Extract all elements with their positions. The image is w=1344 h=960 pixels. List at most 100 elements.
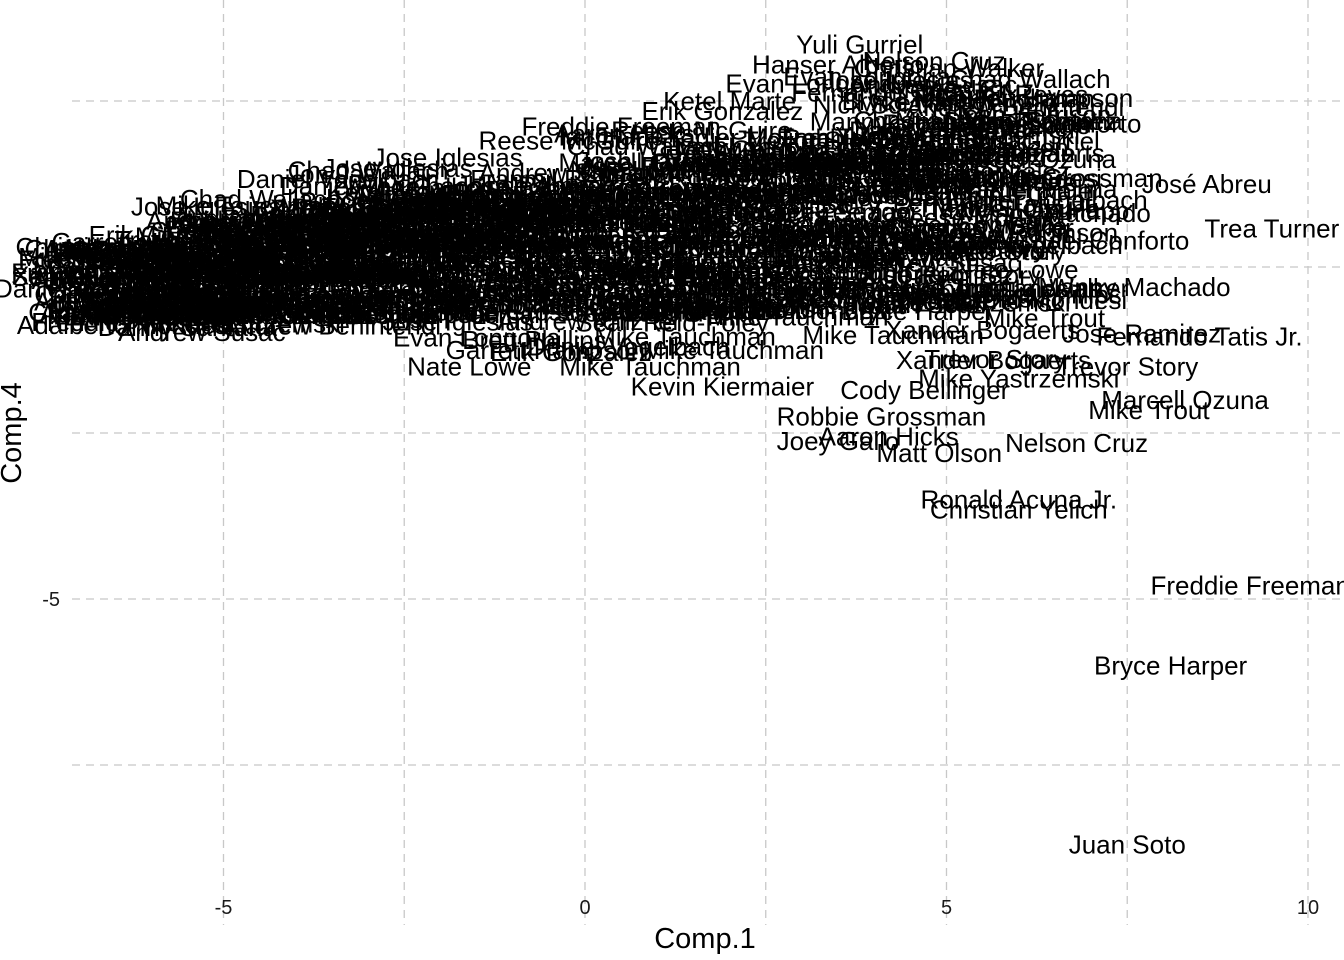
point-label: Ketel Marte <box>339 265 472 295</box>
point-label: Michael Conforto <box>331 275 528 305</box>
point-label: Danny Santana <box>268 228 448 258</box>
point-label: Brett Phillips <box>462 325 607 355</box>
point-label: Ketel Marte <box>62 235 195 265</box>
point-label: Sean Reid-Foley <box>748 146 942 176</box>
point-label: Trea Turner <box>759 210 894 240</box>
point-label: Sean Reid-Foley <box>288 286 482 316</box>
point-label: Corey Seager <box>349 215 510 245</box>
point-label: Evan Longoria <box>442 221 610 251</box>
plot-area: Yuli Gurriel Mike Yastrzemski Cody Belling… <box>0 30 1344 860</box>
point-label: Christian Walker <box>314 242 504 272</box>
y-tick-label: -5 <box>42 589 60 611</box>
point-label: Adalberto Mondesi <box>885 163 1102 193</box>
point-label: Aaron Hicks <box>554 118 694 148</box>
point-label: Andrew Benintendi <box>604 277 822 307</box>
point-label: Drew Robinson <box>601 162 779 192</box>
point-label: Nate Lowe <box>372 219 496 249</box>
point-label: Adalberto Mondesi <box>910 285 1127 315</box>
point-label: Robbie Grossman <box>222 235 432 265</box>
point-label: Drew Robinson <box>250 200 428 230</box>
point-label: Franmil Reyes <box>605 252 773 282</box>
point-label: Joey Gallo <box>191 220 314 250</box>
point-label: Daniel Vogelbach <box>617 177 819 207</box>
point-label: Ian Happ <box>453 215 559 245</box>
point-label: Xander Bogaerts <box>896 345 1091 375</box>
point-label: Cody Bellinger <box>309 227 478 257</box>
point-label: Aaron Hicks <box>780 222 920 252</box>
point-label: Erik Gonzalez <box>99 296 261 326</box>
point-label: Garrett Hampson <box>83 294 282 324</box>
point-label: Sean Reid-Foley <box>575 307 769 337</box>
point-label: Franmil Reyes <box>630 226 798 256</box>
point-label: Kevin Kiermaier <box>98 243 282 273</box>
point-label: Yadier Molina <box>960 174 1118 204</box>
point-label: Xander Bogaerts <box>559 196 754 226</box>
point-label: Matt Olson <box>298 202 424 232</box>
point-label: Nelson Cruz <box>540 274 683 304</box>
point-label: Fernando Tatis Jr. <box>206 272 412 302</box>
point-label: Nelson Cruz <box>251 268 394 298</box>
point-label: Andrew Susac <box>867 125 1035 155</box>
point-label: Fernando Tatis Jr. <box>715 146 921 176</box>
point-label: Manny Machado <box>959 198 1151 228</box>
point-label: Andrew Knizner <box>146 206 330 236</box>
point-label: Ketel Marte <box>178 287 311 317</box>
point-label: Daniel Vogelbach <box>280 171 482 201</box>
point-label: Jose Ramirez <box>512 207 671 237</box>
point-label: Danny Santana <box>315 285 495 315</box>
point-label: Robbie Grossman <box>953 163 1163 193</box>
point-label: Christian Walker <box>799 237 989 267</box>
point-label: Robbie Grossman <box>416 297 626 327</box>
point-label: Andrew Benintendi <box>489 256 707 286</box>
point-label: Robbie Grossman <box>678 257 888 287</box>
point-label: Andrew Knizner <box>309 254 493 284</box>
point-label: Ronald Acuna Jr. <box>442 179 639 209</box>
point-label: Christian Yelich <box>392 207 570 237</box>
point-label: Andrew Knizner <box>195 218 379 248</box>
point-label: Nelson Cruz <box>72 280 215 310</box>
point-label: Sean Reid-Foley <box>351 203 545 233</box>
point-label: Mike Yastrzemski <box>879 120 1080 150</box>
point-label: Josh Harrison <box>830 226 990 256</box>
point-label: Erik Gonzalez <box>908 156 1070 186</box>
point-label: Hanser Alberto <box>328 229 500 259</box>
point-label: Mike Yastrzemski <box>850 283 1051 313</box>
point-label: Nick Solak <box>253 234 377 264</box>
point-label: Daniel Vogelbach <box>165 215 367 245</box>
point-label: Yadier Molina <box>666 123 824 153</box>
point-label: Matt Olson <box>155 280 281 310</box>
point-label: Erik Gonzalez <box>490 337 652 367</box>
point-label: Corey Seager <box>760 147 921 177</box>
point-label: Matt Olson <box>833 231 959 261</box>
point-label: Christian Walker <box>854 53 1044 83</box>
point-label: Erik Gonzalez <box>881 141 1043 171</box>
point-label: José Abreu <box>771 143 901 173</box>
point-label: Hanser Alberto <box>176 228 348 258</box>
point-label: Aaron Hicks <box>348 281 488 311</box>
point-label: Jose Ramirez <box>292 219 451 249</box>
point-label: Mike Tauchman <box>913 84 1095 114</box>
point-label: Evan Longoria <box>608 261 776 291</box>
point-label: Adalberto Mondesi <box>31 265 248 295</box>
point-label: Matt Olson <box>698 233 824 263</box>
point-label: Cody Bellinger <box>556 292 725 322</box>
point-label: Mike Tauchman <box>559 352 741 382</box>
point-label: Ketel Marte <box>733 151 866 181</box>
point-label: Robbie Grossman <box>424 277 634 307</box>
y-tick-label: 0 <box>49 257 60 279</box>
point-label: Freddie Freeman <box>18 244 217 274</box>
point-label: Adalberto Mondesi <box>476 230 693 260</box>
x-tick-label: 0 <box>579 897 590 919</box>
point-label: Erik Gonzalez <box>684 143 846 173</box>
point-label: Erik Gonzalez <box>229 263 391 293</box>
point-label: Jon Jay <box>617 232 707 262</box>
point-label: Trevor Story <box>899 260 1041 290</box>
point-label: Hanser Alberto <box>828 274 1000 304</box>
point-label: Nate Lowe <box>64 233 188 263</box>
point-label: Robbie Grossman <box>777 401 987 431</box>
point-label: Trevor Story <box>293 260 435 290</box>
point-label: Michael Conforto <box>371 197 568 227</box>
point-label: Yuli Gurriel <box>576 297 703 327</box>
point-label: José Abreu <box>738 208 868 238</box>
point-label: Corey Seager <box>432 245 593 275</box>
